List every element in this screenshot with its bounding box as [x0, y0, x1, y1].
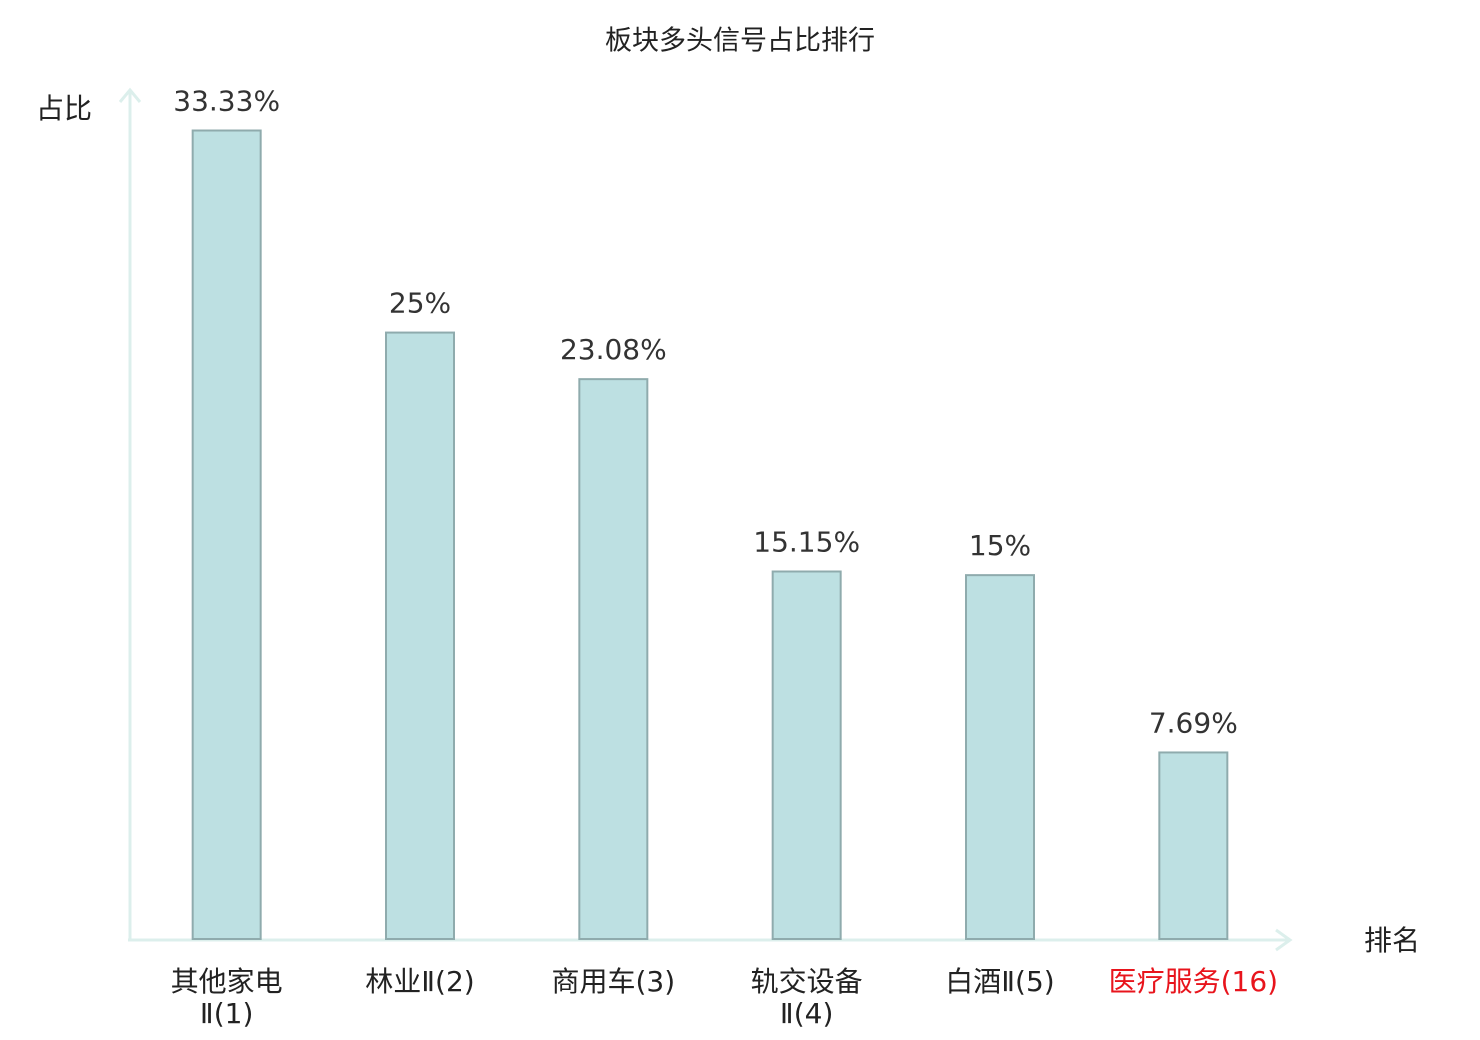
- x-tick-label: 白酒Ⅱ(5): [945, 965, 1055, 998]
- value-label: 25%: [389, 287, 451, 320]
- chart-title: 板块多头信号占比排行: [605, 26, 875, 57]
- value-label: 15%: [969, 529, 1031, 562]
- bar: [965, 574, 1035, 941]
- bar: [578, 378, 649, 940]
- x-tick-label: 商用车(3): [551, 965, 676, 998]
- bar: [771, 570, 842, 940]
- value-label: 7.69%: [1149, 706, 1238, 739]
- value-label: 33.33%: [173, 85, 280, 118]
- value-label: 15.15%: [753, 526, 860, 559]
- x-tick-label: 医疗服务(16): [1108, 965, 1279, 998]
- y-axis-arrow: [118, 87, 142, 103]
- y-axis-label: 占比: [36, 92, 92, 125]
- bar: [191, 129, 262, 941]
- x-axis-arrow: [1275, 928, 1293, 952]
- x-tick-label: 林业Ⅱ(2): [365, 965, 475, 998]
- bar: [385, 331, 455, 941]
- value-label: 23.08%: [560, 333, 667, 366]
- bar: [1158, 751, 1229, 941]
- x-axis-label: 排名: [1364, 924, 1420, 957]
- x-tick-label: 轨交设备 Ⅱ(4): [750, 965, 863, 1030]
- axes: [118, 87, 1293, 952]
- x-tick-label: 其他家电 Ⅱ(1): [170, 965, 283, 1030]
